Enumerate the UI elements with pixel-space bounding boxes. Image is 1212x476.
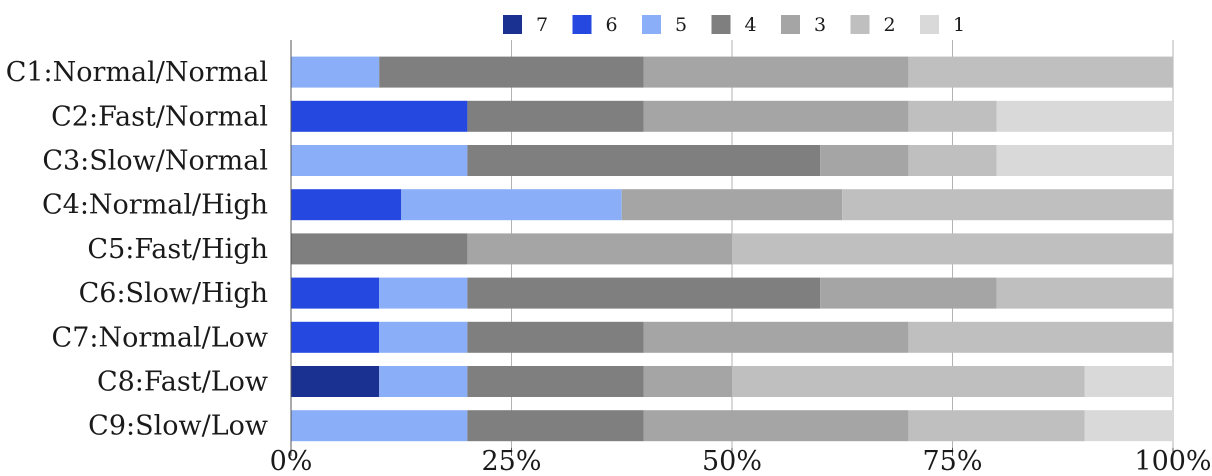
bar-segment-c3-slow-normal-level-4 — [467, 145, 821, 176]
bar-segment-c3-slow-normal-level-5 — [291, 145, 468, 176]
category-labels: C1:Normal/Normal C2:Fast/Normal C3:Slow/No… — [6, 57, 268, 442]
bar-segment-c2-fast-normal-level-6 — [291, 100, 468, 132]
legend-label: 3 — [814, 14, 826, 36]
x-tick-label: 75% — [922, 446, 982, 476]
bar-segment-c2-fast-normal-level-3 — [643, 100, 909, 132]
legend-label: 7 — [536, 14, 548, 36]
bar-segment-c6-slow-high-level-6 — [291, 277, 380, 309]
legend-label: 6 — [606, 14, 618, 36]
legend-label: 2 — [884, 14, 896, 36]
bar-segment-c1-normal-normal-level-5 — [291, 56, 380, 88]
legend-swatch — [781, 15, 800, 34]
bar-segment-c5-fast-high-level-4 — [291, 233, 468, 265]
category-label: C3:Slow/Normal — [42, 146, 268, 177]
bar-segment-c9-slow-low-level-4 — [467, 410, 644, 442]
axis-layer — [290, 40, 1174, 456]
bar-segment-c6-slow-high-level-5 — [379, 277, 468, 309]
bar-layer — [291, 56, 1173, 442]
category-label: C7:Normal/Low — [52, 322, 268, 353]
bar-segment-c4-normal-high-level-6 — [291, 189, 402, 221]
bar-segment-c2-fast-normal-level-4 — [467, 100, 644, 132]
bar-segment-c8-fast-low-level-7 — [291, 366, 380, 397]
bar-segment-c6-slow-high-level-2 — [996, 277, 1173, 309]
category-label: C6:Slow/High — [79, 278, 268, 309]
bar-segment-c8-fast-low-level-1 — [1084, 366, 1173, 397]
category-label: C1:Normal/Normal — [6, 57, 268, 88]
bar-segment-c7-normal-low-level-6 — [291, 321, 380, 353]
legend-item-1: 1 — [920, 14, 965, 36]
bar-segment-c1-normal-normal-level-2 — [908, 56, 1173, 88]
bar-segment-c4-normal-high-level-2 — [842, 189, 1173, 221]
bar-segment-c8-fast-low-level-2 — [732, 366, 1085, 397]
x-tick-label: 25% — [481, 446, 541, 476]
legend-item-2: 2 — [850, 14, 896, 36]
bar-segment-c2-fast-normal-level-2 — [908, 100, 997, 132]
bar-segment-c8-fast-low-level-5 — [379, 366, 468, 397]
bar-segment-c5-fast-high-level-2 — [732, 233, 1173, 265]
legend-swatch — [503, 15, 522, 34]
bar-segment-c9-slow-low-level-5 — [291, 410, 468, 442]
legend-swatch — [642, 15, 661, 34]
bar-segment-c1-normal-normal-level-3 — [643, 56, 909, 88]
legend-item-7: 7 — [503, 14, 548, 36]
category-label: C4:Normal/High — [42, 190, 268, 221]
bar-segment-c7-normal-low-level-2 — [908, 321, 1173, 353]
bar-segment-c3-slow-normal-level-3 — [820, 145, 909, 176]
category-label: C8:Fast/Low — [97, 367, 268, 398]
bar-segment-c9-slow-low-level-1 — [1084, 410, 1173, 442]
x-tick-label: 0% — [270, 446, 313, 476]
legend-item-5: 5 — [642, 14, 687, 36]
x-tick-label: 100% — [1134, 446, 1211, 476]
bar-segment-c4-normal-high-level-5 — [401, 189, 622, 221]
legend-label: 1 — [953, 14, 965, 36]
bar-segment-c6-slow-high-level-4 — [467, 277, 821, 309]
legend: 7 6 5 4 3 2 1 — [503, 14, 965, 36]
category-label: C5:Fast/High — [87, 234, 268, 265]
legend-label: 5 — [675, 14, 687, 36]
bar-segment-c7-normal-low-level-3 — [643, 321, 909, 353]
bar-segment-c1-normal-normal-level-4 — [379, 56, 644, 88]
legend-label: 4 — [745, 14, 757, 36]
x-tick-labels: 0% 25% 50% 75% 100% — [270, 446, 1212, 476]
bar-segment-c3-slow-normal-level-2 — [908, 145, 997, 176]
bar-segment-c7-normal-low-level-4 — [467, 321, 644, 353]
bar-segment-c3-slow-normal-level-1 — [996, 145, 1173, 176]
category-label: C2:Fast/Normal — [51, 101, 268, 132]
bar-segment-c8-fast-low-level-4 — [467, 366, 644, 397]
legend-swatch — [920, 15, 939, 34]
legend-item-3: 3 — [781, 14, 826, 36]
legend-item-6: 6 — [572, 14, 618, 36]
bar-segment-c6-slow-high-level-3 — [820, 277, 997, 309]
bar-segment-c2-fast-normal-level-1 — [996, 100, 1173, 132]
legend-swatch — [572, 15, 592, 34]
legend-swatch — [850, 15, 870, 34]
bar-segment-c7-normal-low-level-5 — [379, 321, 468, 353]
legend-swatch — [711, 15, 731, 34]
bar-segment-c4-normal-high-level-3 — [621, 189, 843, 221]
bar-segment-c5-fast-high-level-3 — [467, 233, 732, 265]
bar-segment-c9-slow-low-level-3 — [643, 410, 909, 442]
bar-segment-c9-slow-low-level-2 — [908, 410, 1085, 442]
legend-item-4: 4 — [711, 14, 757, 36]
x-tick-label: 50% — [702, 446, 762, 476]
bar-segment-c8-fast-low-level-3 — [643, 366, 732, 397]
category-label: C9:Slow/Low — [88, 411, 268, 442]
